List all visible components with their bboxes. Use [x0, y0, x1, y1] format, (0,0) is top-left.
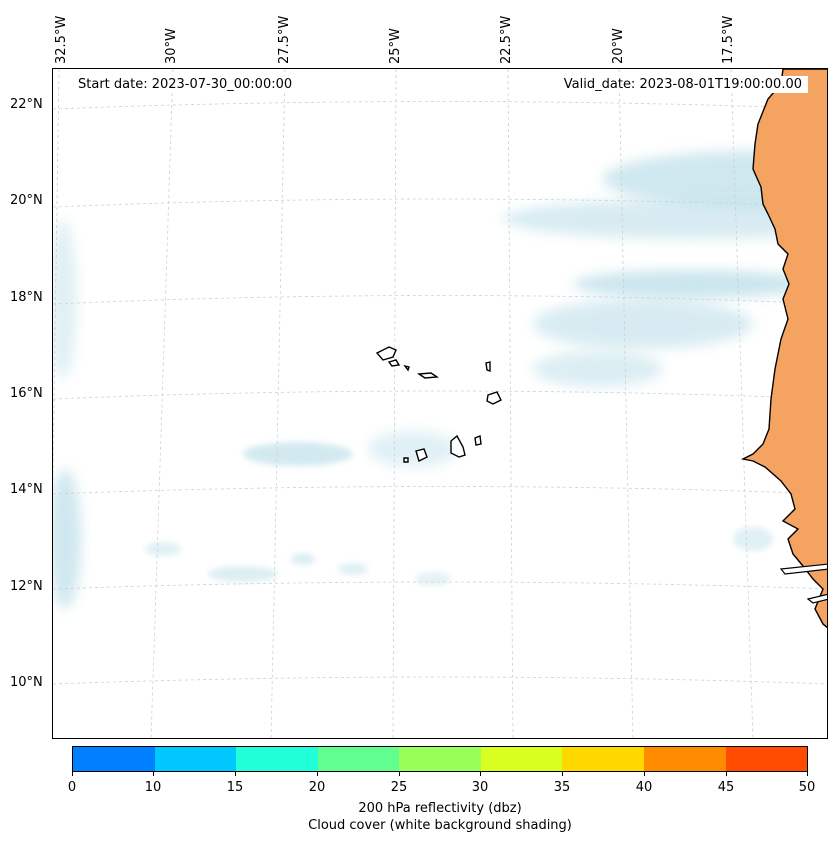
graticule-lon-17-5	[730, 69, 754, 738]
island-sao-nicolau	[416, 372, 440, 379]
cloud-edge-west	[53, 469, 81, 609]
coastal-features	[779, 563, 827, 604]
lat-label-16: 16°N	[10, 386, 43, 401]
lat-label-20: 20°N	[10, 193, 43, 208]
lon-label-25: 25°W	[388, 28, 403, 64]
cloud-cell	[291, 553, 315, 565]
lat-label-12: 12°N	[10, 579, 43, 594]
island-boa-vista	[486, 391, 502, 405]
colorbar-segment	[236, 747, 318, 771]
lon-label-32-5: 32.5°W	[54, 15, 69, 64]
island-sal	[485, 361, 491, 372]
colorbar-tick-label-30: 30	[471, 780, 489, 795]
cloud-cell	[145, 542, 181, 556]
colorbar-tick	[644, 772, 645, 776]
colorbar-tick	[317, 772, 318, 776]
cape-verde-islands	[375, 346, 502, 463]
colorbar-tick-label-0: 0	[67, 780, 77, 795]
reflectivity-colorbar	[72, 746, 808, 772]
island-maio	[474, 435, 482, 446]
lat-label-10: 10°N	[10, 675, 43, 690]
colorbar-segment	[480, 747, 563, 771]
colorbar-segment	[562, 747, 644, 771]
graticule-lat-12	[53, 581, 827, 590]
graticule-lat-20	[53, 198, 827, 208]
cloud-patch-west	[243, 442, 353, 466]
graticule-lon-27-5	[270, 69, 286, 738]
colorbar-tick-label-40: 40	[635, 780, 653, 795]
lon-label-20: 20°W	[611, 28, 626, 64]
colorbar-segment	[725, 747, 808, 771]
valid-date-label: Valid_date: 2023-08-01T19:00:00.00	[557, 76, 808, 93]
graticule	[53, 69, 827, 738]
colorbar-tick	[399, 772, 400, 776]
graticule-lat-18	[53, 295, 827, 305]
graticule-lon-20	[618, 69, 634, 738]
africa-coastline	[740, 69, 827, 629]
lon-label-22-5: 22.5°W	[499, 15, 514, 64]
island-santiago	[450, 434, 466, 458]
colorbar-tick-label-45: 45	[717, 780, 735, 795]
lat-label-14: 14°N	[10, 482, 43, 497]
graticule-lat-22	[53, 101, 827, 110]
colorbar-segment	[154, 747, 237, 771]
colorbar-segment	[317, 747, 400, 771]
colorbar-segment	[643, 747, 726, 771]
cloud-cell	[338, 563, 368, 575]
lat-label-18: 18°N	[10, 290, 43, 305]
cloud-cell	[733, 527, 773, 551]
lon-label-27-5: 27.5°W	[277, 15, 292, 64]
colorbar-tick	[726, 772, 727, 776]
island-santa-luzia	[403, 364, 410, 372]
colorbar-tick-label-10: 10	[144, 780, 162, 795]
casamance-river	[806, 593, 827, 604]
cloud-band-upper	[503, 199, 827, 239]
island-brava	[403, 457, 409, 463]
colorbar-label: 200 hPa reflectivity (dbz)	[358, 801, 522, 816]
cloud-patch-east	[533, 299, 753, 349]
colorbar-tick-label-20: 20	[308, 780, 326, 795]
lon-label-30: 30°W	[164, 28, 179, 64]
island-sao-vicente	[387, 359, 401, 367]
map-canvas	[53, 69, 827, 738]
colorbar-segment	[399, 747, 481, 771]
colorbar-tick-label-15: 15	[226, 780, 244, 795]
colorbar-tick	[72, 772, 73, 776]
graticule-lon-22-5	[507, 69, 514, 738]
graticule-lon-25	[392, 69, 397, 738]
lon-label-17-5: 17.5°W	[721, 15, 736, 64]
colorbar-sublabel: Cloud cover (white background shading)	[308, 818, 572, 833]
cloud-cell-south	[208, 566, 278, 582]
island-santo-antao	[375, 346, 397, 361]
colorbar-tick	[153, 772, 154, 776]
colorbar-tick	[235, 772, 236, 776]
colorbar-tick	[807, 772, 808, 776]
island-fogo	[415, 448, 428, 462]
graticule-lat-10	[53, 676, 827, 685]
cloud-cover-shading	[53, 151, 827, 609]
graticule-lat-14	[53, 486, 827, 495]
colorbar-tick-label-25: 25	[390, 780, 408, 795]
cloud-band-mid	[573, 270, 813, 298]
gambia-river	[779, 563, 827, 575]
colorbar-tick-label-35: 35	[553, 780, 571, 795]
colorbar-tick	[562, 772, 563, 776]
colorbar-tick-label-50: 50	[798, 780, 816, 795]
map-panel	[52, 68, 828, 739]
graticule-lon-32-5	[53, 69, 60, 499]
start-date-label: Start date: 2023-07-30_00:00:00	[72, 76, 299, 93]
lat-label-22: 22°N	[10, 97, 43, 112]
graticule-lon-30	[150, 69, 174, 738]
cloud-patch-center	[533, 351, 663, 387]
graticule-lat-16	[53, 390, 827, 400]
colorbar-tick	[480, 772, 481, 776]
cloud-patch-islands	[368, 431, 458, 467]
cloud-cell	[415, 572, 451, 586]
colorbar-segment	[73, 747, 155, 771]
cloud-edge-northwest	[53, 219, 77, 379]
